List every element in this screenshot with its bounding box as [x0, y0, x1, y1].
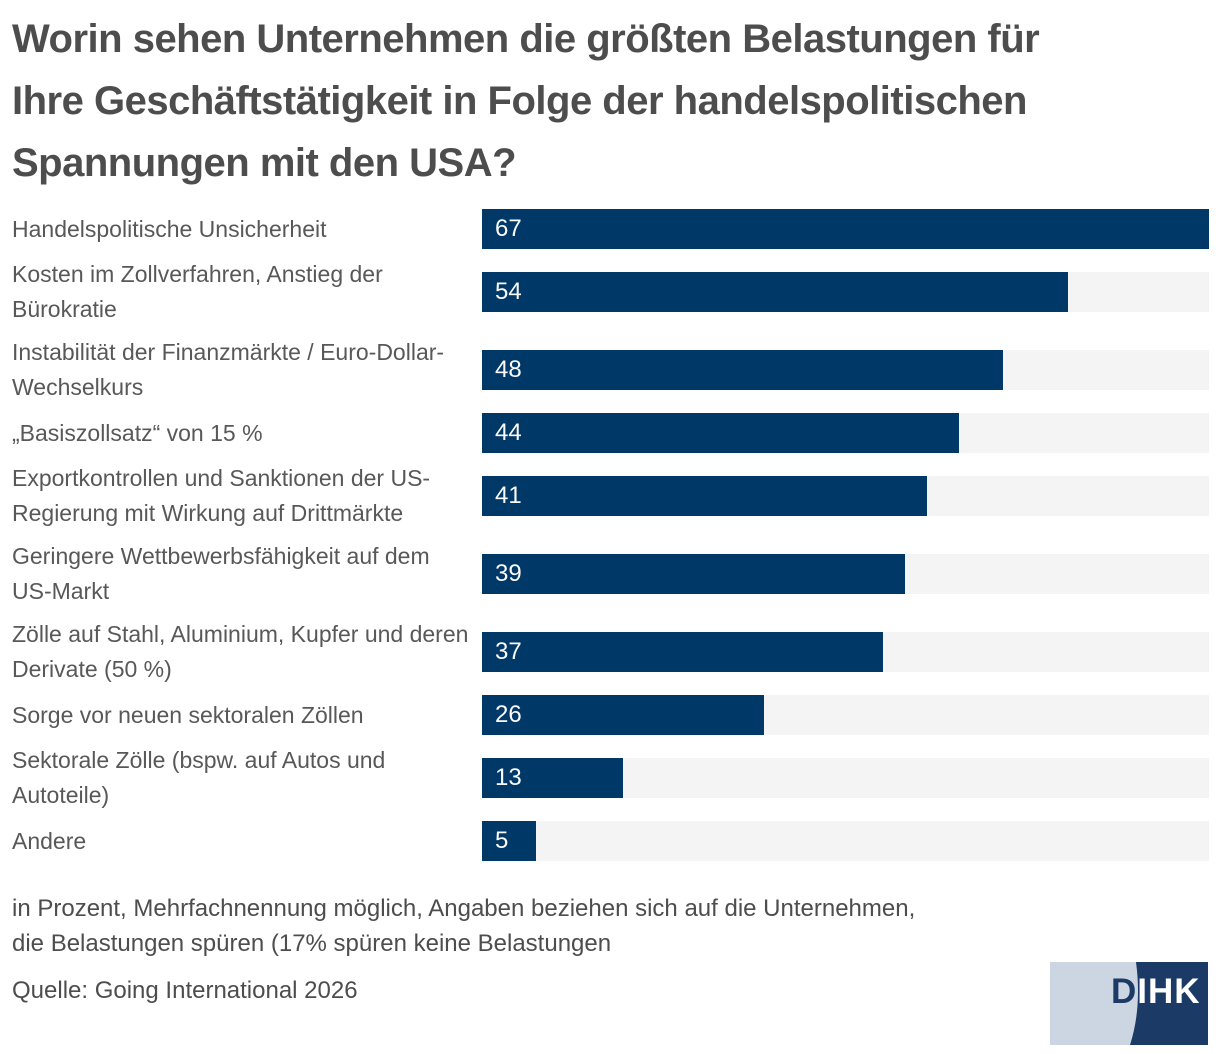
category-label: Sorge vor neuen sektoralen Zöllen — [12, 701, 364, 728]
source-note: Quelle: Going International 2026 — [12, 977, 358, 1004]
chart-row: Geringere Wettbewerbsfähigkeit auf dem U… — [12, 539, 1209, 609]
category-label: „Basiszollsatz“ von 15 % — [12, 419, 263, 446]
chart-row: Zölle auf Stahl, Aluminium, Kupfer und d… — [12, 617, 1209, 687]
bar-track: 5 — [482, 821, 1209, 861]
chart-row: Instabilität der Finanzmärkte / Euro-Dol… — [12, 335, 1209, 405]
logo-letters-ihk: IHK — [1137, 972, 1200, 1011]
category-label: Handelspolitische Unsicherheit — [12, 215, 327, 242]
bar-track: 37 — [482, 632, 1209, 672]
value-label: 67 — [495, 215, 522, 242]
chart-row: Andere 5 — [12, 821, 1209, 861]
chart-rows: Handelspolitische Unsicherheit 67 Kosten i… — [12, 209, 1209, 861]
bar-track: 67 — [482, 209, 1209, 249]
value-label: 48 — [495, 356, 522, 383]
logo-letter-d: D — [1111, 972, 1137, 1011]
category-label: Andere — [12, 827, 87, 854]
bar-track: 39 — [482, 554, 1209, 594]
bar-track: 13 — [482, 758, 1209, 798]
logo-text: DIHK — [1111, 972, 1201, 1011]
bar: 54 — [482, 272, 1068, 312]
value-label: 37 — [495, 638, 522, 665]
bar-track: 44 — [482, 413, 1209, 453]
category-label: Sektorale Zölle (bspw. auf Autos und Aut… — [12, 747, 386, 808]
chart-row: Kosten im Zollverfahren, Anstieg der Bür… — [12, 257, 1209, 327]
footnote: in Prozent, Mehrfachnennung möglich, Ang… — [12, 891, 1209, 961]
bar: 37 — [482, 632, 884, 672]
value-label: 13 — [495, 764, 522, 791]
chart-row: Sektorale Zölle (bspw. auf Autos und Aut… — [12, 743, 1209, 813]
bar: 48 — [482, 350, 1003, 390]
bar-chart: Handelspolitische Unsicherheit 67 Kosten i… — [12, 209, 1209, 861]
chart-row: Sorge vor neuen sektoralen Zöllen 26 — [12, 695, 1209, 735]
chart-row: Handelspolitische Unsicherheit 67 — [12, 209, 1209, 249]
bar-track: 41 — [482, 476, 1209, 516]
value-label: 41 — [495, 482, 522, 509]
value-label: 26 — [495, 701, 522, 728]
bar: 39 — [482, 554, 906, 594]
value-label: 44 — [495, 419, 522, 446]
bar: 44 — [482, 413, 960, 453]
bar-track: 26 — [482, 695, 1209, 735]
logo-light-arc — [1050, 962, 1138, 1045]
bar: 41 — [482, 476, 927, 516]
chart-title: Worin sehen Unternehmen die größten Bela… — [12, 17, 1040, 185]
footnote-line-1: in Prozent, Mehrfachnennung möglich, Ang… — [12, 895, 916, 922]
bar: 13 — [482, 758, 624, 798]
category-label: Kosten im Zollverfahren, Anstieg der Bür… — [12, 261, 383, 322]
bar: 5 — [482, 821, 537, 861]
footnote-line-2: die Belastungen spüren (17% spüren keine… — [12, 930, 612, 957]
bar-track: 48 — [482, 350, 1209, 390]
dihk-logo: DIHK — [1050, 962, 1208, 1045]
category-label: Instabilität der Finanzmärkte / Euro-Dol… — [12, 339, 445, 400]
value-label: 54 — [495, 278, 522, 305]
category-label: Geringere Wettbewerbsfähigkeit auf dem U… — [12, 543, 430, 604]
chart-row: Exportkontrollen und Sanktionen der US-R… — [12, 461, 1209, 531]
value-label: 39 — [495, 560, 522, 587]
bar: 26 — [482, 695, 765, 735]
bar: 67 — [482, 209, 1209, 249]
value-label: 5 — [495, 827, 509, 854]
chart-row: „Basiszollsatz“ von 15 % 44 — [12, 413, 1209, 453]
category-label: Exportkontrollen und Sanktionen der US-R… — [12, 465, 431, 526]
category-label: Zölle auf Stahl, Aluminium, Kupfer und d… — [12, 621, 469, 682]
bar-track: 54 — [482, 272, 1209, 312]
